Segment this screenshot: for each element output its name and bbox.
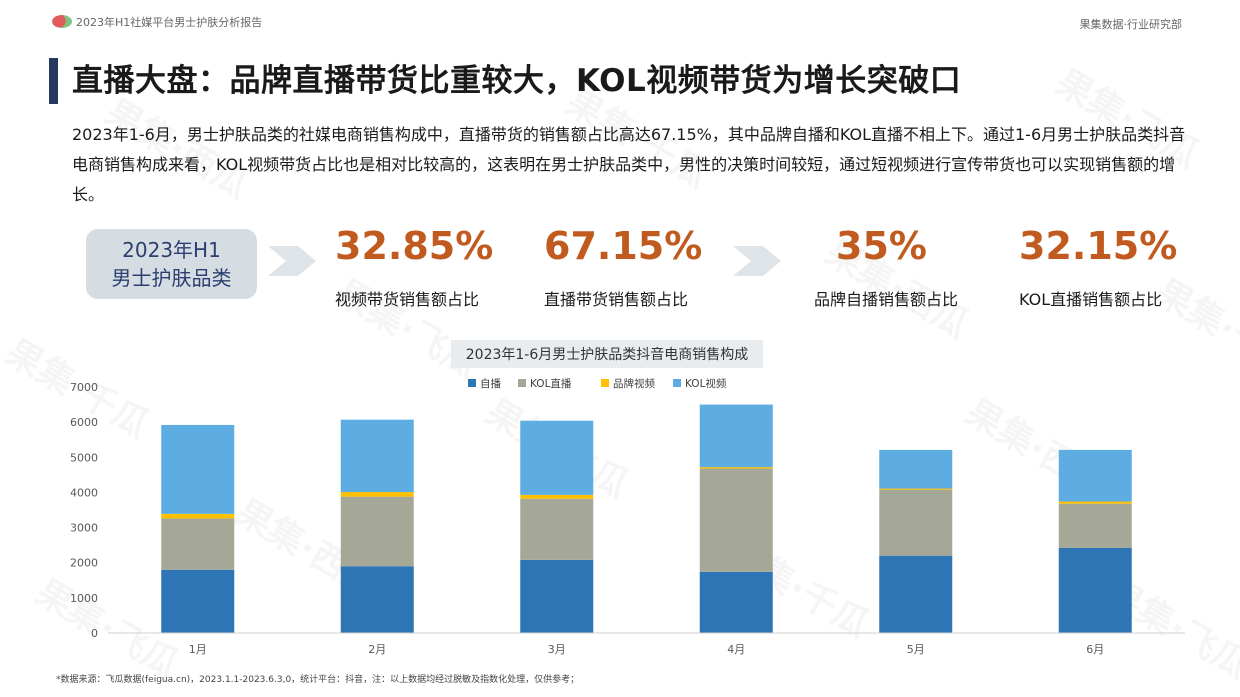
legend-swatch — [518, 379, 526, 387]
category-period: 2023年H1 — [122, 238, 221, 262]
chevron-right-icon — [268, 246, 316, 276]
bar-segment — [1058, 449, 1132, 502]
kol-live-share-label: KOL直播销售额占比 — [1019, 290, 1163, 309]
x-tick-label: 1月 — [189, 643, 207, 656]
title-accent-bar — [49, 58, 58, 104]
bar-segment — [699, 571, 773, 633]
bar-segment — [699, 404, 773, 468]
chevron-right-icon — [733, 246, 781, 276]
page-title: 直播大盘：品牌直播带货比重较大，KOL视频带货为增长突破口 — [72, 63, 962, 99]
bar-segment — [1058, 547, 1132, 633]
video-share-value: 32.85% — [335, 224, 494, 268]
category-box: 2023年H1 男士护肤品类 — [86, 229, 257, 299]
bar-segment — [520, 494, 594, 499]
bar-segment — [161, 513, 235, 519]
bar-segment — [1058, 503, 1132, 548]
bar-segment — [340, 492, 414, 497]
y-tick-label: 5000 — [70, 451, 98, 464]
bar-segment — [699, 468, 773, 572]
chart-legend: 自播 KOL直播 品牌视频 KOL视频 — [468, 377, 727, 390]
bar-segment — [340, 496, 414, 567]
video-share-label: 视频带货销售额占比 — [335, 290, 480, 309]
bar-segment — [161, 424, 235, 514]
footnote: *数据来源：飞瓜数据(feigua.cn)，2023.1.1-2023.6.3,… — [56, 675, 580, 685]
brand-live-share-label: 品牌自播销售额占比 — [814, 290, 959, 309]
category-name: 男士护肤品类 — [111, 266, 232, 290]
x-tick-label: 3月 — [548, 643, 566, 656]
legend-swatch — [601, 379, 609, 387]
y-tick-label: 0 — [91, 627, 98, 640]
bar-segment — [520, 559, 594, 633]
x-tick-label: 4月 — [727, 643, 745, 656]
x-tick-label: 5月 — [907, 643, 925, 656]
bar-group — [161, 404, 1132, 633]
chart-title-bg — [451, 340, 763, 368]
y-axis: 0 1000 2000 3000 4000 5000 6000 7000 — [70, 381, 98, 640]
company-name: 果集数据·行业研究部 — [1079, 18, 1183, 31]
bar-segment — [340, 419, 414, 493]
bar-segment — [879, 449, 953, 489]
bar-segment — [699, 467, 773, 469]
legend-label: 品牌视频 — [613, 377, 655, 390]
report-title: 2023年H1社媒平台男士护肤分析报告 — [76, 16, 263, 29]
live-share-label: 直播带货销售额占比 — [544, 290, 689, 309]
bar-segment — [879, 488, 953, 490]
brand-live-share-value: 35% — [836, 224, 927, 268]
y-tick-label: 3000 — [70, 522, 98, 535]
kol-live-share-value: 32.15% — [1019, 224, 1178, 268]
y-tick-label: 1000 — [70, 592, 98, 605]
logo-icon — [52, 15, 72, 28]
bar-segment — [1058, 501, 1132, 504]
y-tick-label: 6000 — [70, 416, 98, 429]
top-bar: 2023年H1社媒平台男士护肤分析报告 果集数据·行业研究部 — [0, 0, 1240, 44]
legend-swatch — [673, 379, 681, 387]
x-tick-label: 6月 — [1086, 643, 1104, 656]
chart-title: 2023年1-6月男士护肤品类抖音电商销售构成 — [466, 346, 749, 363]
bar-segment — [161, 569, 235, 633]
legend-swatch — [468, 379, 476, 387]
bar-segment — [879, 555, 953, 633]
bar-segment — [520, 498, 594, 560]
x-tick-label: 2月 — [368, 643, 386, 656]
summary-paragraph: 2023年1-6月，男士护肤品类的社媒电商销售构成中，直播带货的销售额占比高达6… — [72, 125, 1186, 204]
bar-segment — [340, 566, 414, 633]
x-axis: 1月 2月 3月 4月 5月 6月 — [189, 643, 1105, 656]
y-tick-label: 2000 — [70, 557, 98, 570]
sales-composition-chart: 2023年1-6月男士护肤品类抖音电商销售构成 自播 KOL直播 品牌视频 KOL视频… — [70, 340, 1185, 656]
legend-label: KOL直播 — [530, 377, 572, 390]
bar-segment — [161, 518, 235, 570]
legend-label: 自播 — [480, 377, 501, 390]
bar-segment — [520, 420, 594, 495]
y-tick-label: 4000 — [70, 486, 98, 499]
legend-label: KOL视频 — [685, 377, 727, 390]
live-share-value: 67.15% — [544, 224, 703, 268]
y-tick-label: 7000 — [70, 381, 98, 394]
bar-segment — [879, 489, 953, 556]
